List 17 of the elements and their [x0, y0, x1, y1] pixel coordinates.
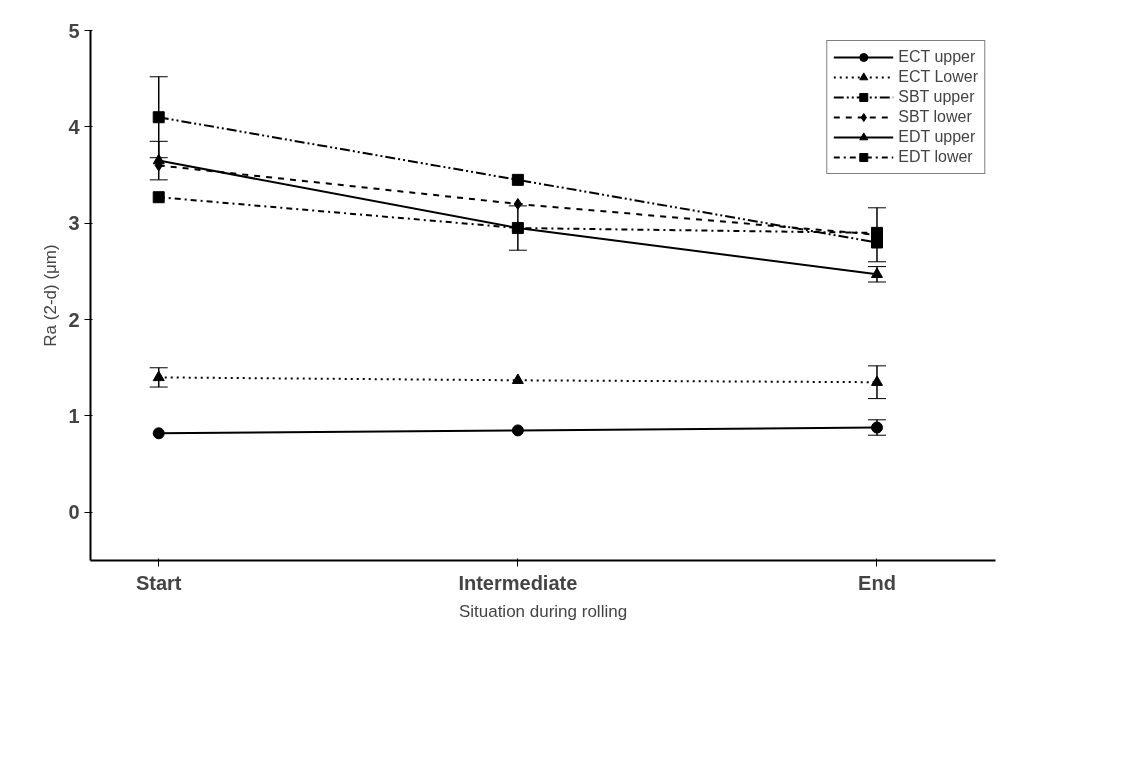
legend-label: EDT upper: [898, 128, 976, 146]
y-tick-label: 1: [68, 404, 80, 427]
x-tick-label: Intermediate: [458, 571, 578, 594]
legend-label: SBT lower: [898, 108, 972, 126]
x-axis-title: Situation during rolling: [458, 601, 628, 621]
legend-label: EDT lower: [898, 148, 973, 166]
y-tick-label: 4: [68, 115, 81, 138]
y-tick-label: 5: [68, 19, 80, 42]
y-tick-label: 0: [68, 501, 80, 524]
x-tick-label: Start: [135, 571, 182, 594]
legend-label: ECT upper: [898, 48, 976, 66]
x-tick-label: End: [858, 571, 896, 594]
y-tick-label: 2: [68, 308, 80, 331]
legend-label: SBT upper: [898, 88, 975, 106]
legend-label: ECT Lower: [898, 68, 978, 86]
y-tick-label: 3: [68, 212, 80, 235]
y-axis-title: Ra (2-d) (μm): [41, 244, 61, 347]
